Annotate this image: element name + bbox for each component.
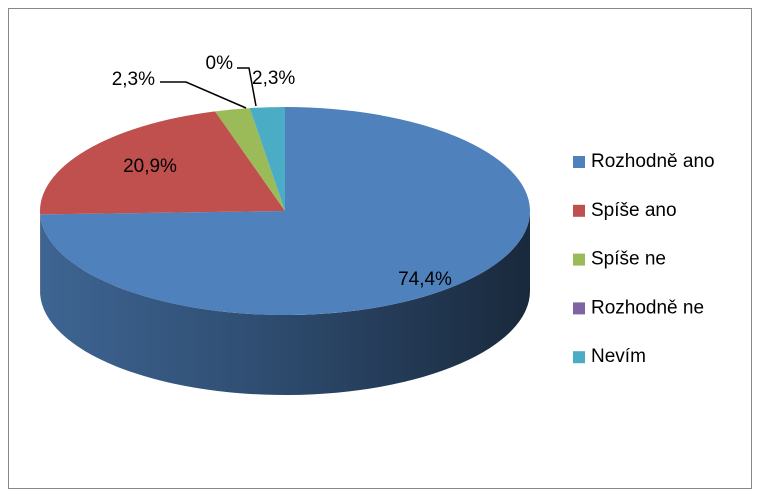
legend-label: Spíše ne xyxy=(591,249,666,270)
pie-slice xyxy=(215,108,285,211)
leader-line xyxy=(237,67,257,107)
data-label: 20,9% xyxy=(123,156,177,177)
pie-slice xyxy=(40,107,531,315)
data-label: 2,3% xyxy=(252,68,295,89)
legend-label: Rozhodně ano xyxy=(591,151,715,172)
pie-side xyxy=(40,211,531,395)
leader-line xyxy=(160,81,247,109)
data-label: 74,4% xyxy=(398,269,452,290)
pie-slice xyxy=(39,111,285,215)
legend-swatch xyxy=(573,351,585,364)
legend-label: Spíše ano xyxy=(591,200,677,221)
legend-swatch xyxy=(573,156,585,168)
data-label: 0% xyxy=(206,53,234,74)
legend-swatch xyxy=(573,302,585,315)
legend-swatch xyxy=(573,204,585,217)
pie-slice xyxy=(249,107,285,211)
legend-swatch xyxy=(573,253,585,266)
legend-label: Rozhodně ne xyxy=(591,297,704,318)
data-label: 2,3% xyxy=(112,69,155,90)
legend-label: Nevím xyxy=(591,346,646,367)
